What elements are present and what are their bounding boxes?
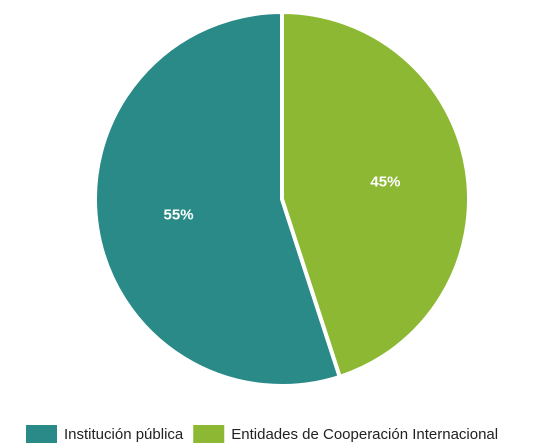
slice-value-label-1: 55% bbox=[164, 206, 194, 223]
slice-value-label-2: 45% bbox=[370, 174, 400, 191]
pie-slices bbox=[93, 10, 471, 388]
legend-label-1: Institución pública bbox=[64, 426, 184, 443]
legend-swatch-2 bbox=[193, 425, 225, 443]
legend-swatch-1 bbox=[26, 425, 57, 443]
legend: Institución pública Entidades de Cooperac… bbox=[26, 425, 498, 443]
pie-slice-labels: 55% 45% bbox=[164, 174, 401, 224]
pie-slice-1 bbox=[93, 10, 342, 388]
pie-slice-2 bbox=[280, 10, 471, 379]
legend-label-2: Entidades de Cooperación Internacional bbox=[231, 426, 498, 443]
